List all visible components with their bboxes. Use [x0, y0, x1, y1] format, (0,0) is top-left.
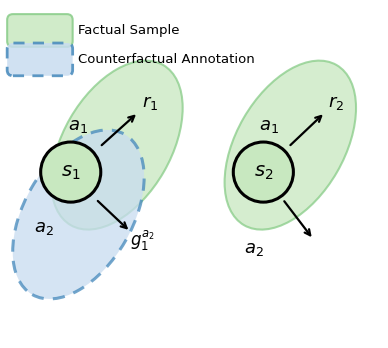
Circle shape: [233, 142, 293, 202]
FancyBboxPatch shape: [7, 43, 73, 76]
Text: $r_1$: $r_1$: [142, 94, 158, 112]
Circle shape: [41, 142, 101, 202]
Text: $a_1$: $a_1$: [259, 117, 279, 135]
Text: $s_2$: $s_2$: [254, 163, 273, 182]
Text: Factual Sample: Factual Sample: [78, 24, 180, 37]
Text: $s_1$: $s_1$: [61, 163, 80, 182]
Text: $a_2$: $a_2$: [34, 219, 54, 237]
Ellipse shape: [51, 61, 183, 230]
Text: $g_1^{a_2}$: $g_1^{a_2}$: [130, 229, 154, 253]
Text: $a_2$: $a_2$: [244, 240, 263, 258]
Ellipse shape: [225, 61, 356, 230]
Ellipse shape: [13, 130, 144, 299]
Text: Counterfactual Annotation: Counterfactual Annotation: [78, 53, 255, 66]
Text: $a_1$: $a_1$: [68, 117, 88, 135]
FancyBboxPatch shape: [7, 14, 73, 47]
Text: $r_2$: $r_2$: [329, 94, 345, 112]
